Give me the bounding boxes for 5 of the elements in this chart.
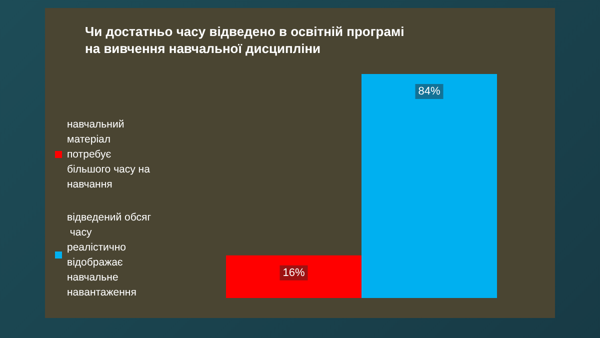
data-label: 84% [418, 86, 440, 98]
data-label: 16% [282, 266, 305, 279]
chart-title: Чи достатньо часу відведено в освітній програмі на вивчення навчальної дисципліни [85, 24, 404, 56]
legend-label: навчальний матеріал потребує більшого часу на навчання [67, 118, 153, 190]
legend-label: відведений обсяг часу реалістично відображає навчальне навантаження [67, 212, 152, 298]
